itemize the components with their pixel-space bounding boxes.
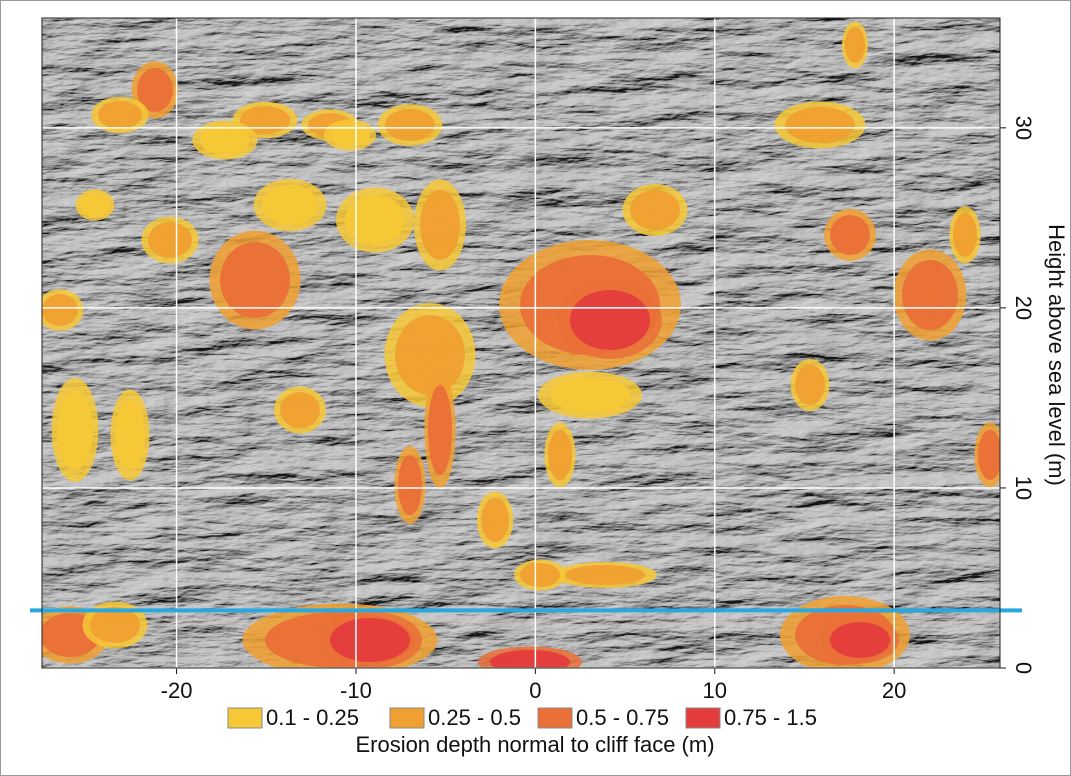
erosion-patch	[220, 242, 290, 318]
erosion-patch	[80, 193, 110, 217]
erosion-patch	[565, 565, 645, 585]
erosion-patch	[630, 190, 680, 230]
legend-swatch	[228, 708, 262, 728]
erosion-patch	[570, 290, 650, 350]
erosion-patch	[785, 107, 855, 143]
erosion-patch	[902, 260, 958, 330]
erosion-patch	[953, 213, 977, 257]
y-tick-label: 20	[1011, 296, 1036, 320]
erosion-patch	[385, 109, 435, 141]
erosion-patch	[978, 430, 1002, 480]
erosion-patch	[148, 222, 192, 258]
legend-label: 0.1 - 0.25	[266, 705, 359, 730]
erosion-patch	[795, 365, 825, 405]
legend-label: 0.5 - 0.75	[576, 705, 669, 730]
erosion-patch	[262, 185, 318, 225]
x-tick-label: -10	[340, 678, 372, 703]
erosion-patch	[90, 607, 140, 643]
legend-label: 0.25 - 0.5	[428, 705, 521, 730]
erosion-patch	[428, 385, 452, 475]
erosion-patch	[330, 123, 370, 147]
erosion-patch	[830, 622, 890, 658]
erosion-patch	[42, 294, 78, 326]
chart: -20 -10 0 10 20 0 10 20 30 0.1 - 0.25 0.25 - 0.5 0.…	[0, 0, 1071, 776]
erosion-patch	[830, 215, 870, 255]
erosion-patch	[550, 377, 630, 413]
erosion-patch	[481, 498, 509, 542]
legend-swatch	[390, 708, 424, 728]
legend-swatch	[686, 708, 720, 728]
erosion-patch	[520, 563, 560, 587]
x-tick-label: 20	[882, 678, 906, 703]
y-tick-label: 10	[1011, 476, 1036, 500]
erosion-patch	[845, 27, 865, 63]
erosion-patch	[330, 618, 410, 662]
x-tick-label: 10	[703, 678, 727, 703]
erosion-patch	[420, 190, 460, 260]
legend-swatch	[538, 708, 572, 728]
erosion-patch	[398, 455, 422, 515]
y-tick-label: 0	[1011, 662, 1036, 674]
y-tick-label: 30	[1011, 116, 1036, 140]
legend-title: Erosion depth normal to cliff face (m)	[355, 732, 714, 757]
y-axis-label: Height above sea level (m)	[1044, 224, 1069, 486]
erosion-patch	[490, 650, 570, 674]
erosion-patch	[98, 101, 142, 129]
erosion-patch	[345, 195, 405, 245]
erosion-patch	[57, 390, 93, 470]
erosion-patch	[395, 315, 465, 395]
erosion-patch	[115, 400, 145, 470]
erosion-patch	[280, 392, 320, 428]
erosion-patch	[200, 125, 250, 155]
legend-label: 0.75 - 1.5	[724, 705, 817, 730]
erosion-patch	[548, 430, 572, 480]
x-tick-label: -20	[161, 678, 193, 703]
x-tick-label: 0	[529, 678, 541, 703]
